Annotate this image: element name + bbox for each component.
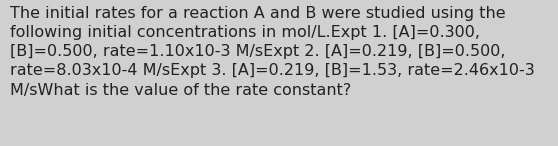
Text: The initial rates for a reaction A and B were studied using the
following initia: The initial rates for a reaction A and B… [10, 6, 535, 98]
